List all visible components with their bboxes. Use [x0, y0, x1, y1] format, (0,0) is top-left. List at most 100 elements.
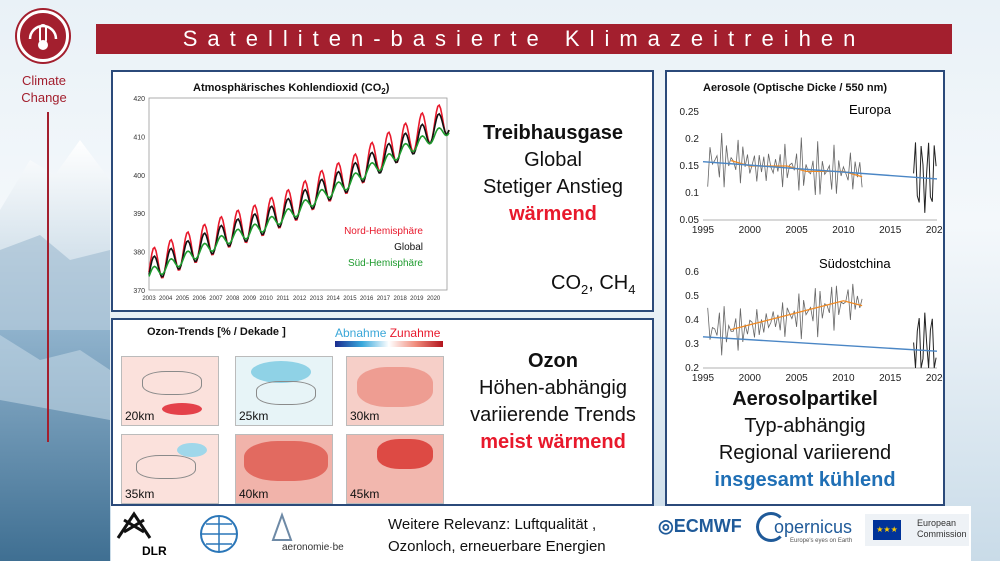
co2-y-tick: 380 [133, 250, 145, 257]
ecmwf-logo: ◎ECMWF [658, 516, 742, 537]
aer-y-tick: 0.15 [680, 161, 700, 172]
co2-y-tick: 400 [133, 173, 145, 180]
ozone-line1: Höhen-abhängig [479, 377, 627, 399]
ozone-map: 25km [235, 356, 333, 426]
aerosol-chart-title: Aerosole (Optische Dicke / 550 nm) [703, 82, 888, 94]
aeronomie-label: aeronomie·be [282, 542, 344, 553]
ozone-panel: Ozon-Trends [% / Dekade ] Abnahme Zunahm… [111, 318, 654, 506]
aer-x-tick: 1995 [692, 225, 715, 236]
globe-icon [200, 515, 238, 553]
ozone-line3: meist wärmend [480, 431, 626, 453]
logo-line2: Change [21, 90, 67, 105]
aer-x-tick: 2015 [879, 225, 902, 236]
aer-y-tick: 0.05 [680, 215, 700, 226]
aer-x-tick: 2010 [832, 225, 855, 236]
co2-x-tick: 2008 [226, 296, 240, 302]
aerosol-heading: Aerosolpartikel [732, 388, 878, 410]
further-relevance: Weitere Relevanz: Luftqualität , Ozonloc… [388, 514, 606, 558]
ozone-summary: Ozon Höhen-abhängig variierende Trends m… [453, 350, 653, 454]
gas-sub1: 2 [581, 282, 589, 297]
ecmwf-label: ECMWF [673, 516, 742, 536]
co2-x-tick: 2009 [243, 296, 257, 302]
co2-x-tick: 2006 [193, 296, 207, 302]
legend-global: Global [394, 242, 423, 253]
co2-line1: Global [524, 149, 582, 171]
co2-y-tick: 410 [133, 134, 145, 141]
legend-south: Süd-Hemisphäre [348, 258, 423, 269]
aer-x-tick: 2020 [926, 225, 943, 236]
aeronomie-icon [271, 512, 293, 541]
ozone-scale-low: Abnahme [335, 326, 387, 340]
aer-y-tick: 0.25 [680, 107, 700, 118]
aer-x-tick: 2015 [879, 373, 902, 384]
co2-plot-frame [148, 97, 448, 291]
co2-x-tick: 2012 [293, 296, 307, 302]
aer-x-tick: 1995 [692, 373, 715, 384]
logo-label: Climate Change [8, 72, 80, 106]
ec-logo: ★★★ European Commission [865, 514, 969, 546]
ec-line2: Commission [917, 529, 967, 539]
aerosol-china-chart: 0.2 0.3 0.4 0.5 0.6 1995 2000 2005 2010 2015 2020 [685, 267, 943, 384]
aer-y-tick: 0.6 [685, 267, 699, 278]
co2-x-tick: 2018 [393, 296, 407, 302]
aer-y-tick: 0.2 [685, 363, 699, 374]
aer-x-tick: 2005 [785, 373, 808, 384]
gas-ch: , CH [588, 272, 629, 294]
relevance-line2: Ozonloch, erneuerbare Energien [388, 538, 606, 555]
co2-x-tick: 2007 [209, 296, 223, 302]
aerosol-line2: Regional variierend [718, 442, 892, 464]
aer-y-tick: 0.3 [685, 339, 699, 350]
co2-x-tick: 2016 [360, 296, 374, 302]
co2-x-tick: 2015 [343, 296, 357, 302]
co2-chart-title: Atmosphärisches Kohlendioxid (CO2) [193, 82, 389, 96]
copernicus-tagline: Europe's eyes on Earth [790, 538, 853, 544]
thermometer-icon [28, 24, 58, 50]
co2-x-tick: 2020 [427, 296, 441, 302]
co2-gases: CO2, CH4 [551, 272, 635, 297]
relevance-line1: Weitere Relevanz: Luftqualität , [388, 516, 597, 533]
co2-title-end: ) [385, 82, 390, 94]
ozone-map: 20km [121, 356, 219, 426]
legend-north: Nord-Hemisphäre [344, 226, 423, 237]
aer-x-tick: 2020 [926, 373, 943, 384]
ozone-chart-title: Ozon-Trends [% / Dekade ] [147, 326, 286, 338]
gas-sub2: 4 [628, 282, 636, 297]
logo-divider [47, 112, 49, 442]
ozone-map-label: 30km [350, 409, 380, 423]
aer-y-tick: 0.2 [685, 134, 699, 145]
iup-logo [196, 510, 242, 561]
co2-x-tick: 2019 [410, 296, 424, 302]
aerosol-line3: insgesamt kühlend [714, 469, 896, 491]
ozone-map: 40km [235, 434, 333, 504]
co2-x-tick: 2017 [377, 296, 391, 302]
co2-summary: Treibhausgase Global Stetiger Anstieg wä… [453, 122, 653, 226]
aer-recent-line [913, 312, 937, 369]
copernicus-icon [756, 512, 786, 542]
co2-x-tick: 2003 [142, 296, 156, 302]
aerosol-summary: Aerosolpartikel Typ-abhängig Regional va… [667, 388, 943, 492]
aeronomie-logo: aeronomie·be [270, 512, 344, 553]
aerosol-line1: Typ-abhängig [744, 415, 866, 437]
co2-y-tick: 420 [133, 96, 145, 103]
aer-annual-line [730, 300, 863, 331]
co2-x-tick: 2004 [159, 296, 173, 302]
footer-strip [111, 506, 971, 561]
ozone-map-label: 45km [350, 487, 380, 501]
aer-y-tick: 0.5 [685, 291, 699, 302]
aer-trend-line [702, 336, 938, 352]
aer-y-tick: 0.1 [685, 188, 699, 199]
co2-x-tick: 2014 [326, 296, 340, 302]
aer-monthly-line [707, 283, 863, 356]
co2-title-text: Atmosphärisches Kohlendioxid (CO [193, 82, 382, 94]
dlr-icon [116, 511, 152, 539]
ozone-map-label: 40km [239, 487, 269, 501]
co2-x-tick: 2010 [260, 296, 274, 302]
co2-x-tick: 2013 [310, 296, 324, 302]
ozone-scale-high: Zunahme [389, 326, 441, 340]
ozone-map-label: 20km [125, 409, 155, 423]
aer-recent-line [913, 142, 937, 213]
ozone-map: 35km [121, 434, 219, 504]
co2-line2: Stetiger Anstieg [482, 176, 624, 198]
co2-y-tick: 390 [133, 211, 145, 218]
aer-x-tick: 2010 [832, 373, 855, 384]
